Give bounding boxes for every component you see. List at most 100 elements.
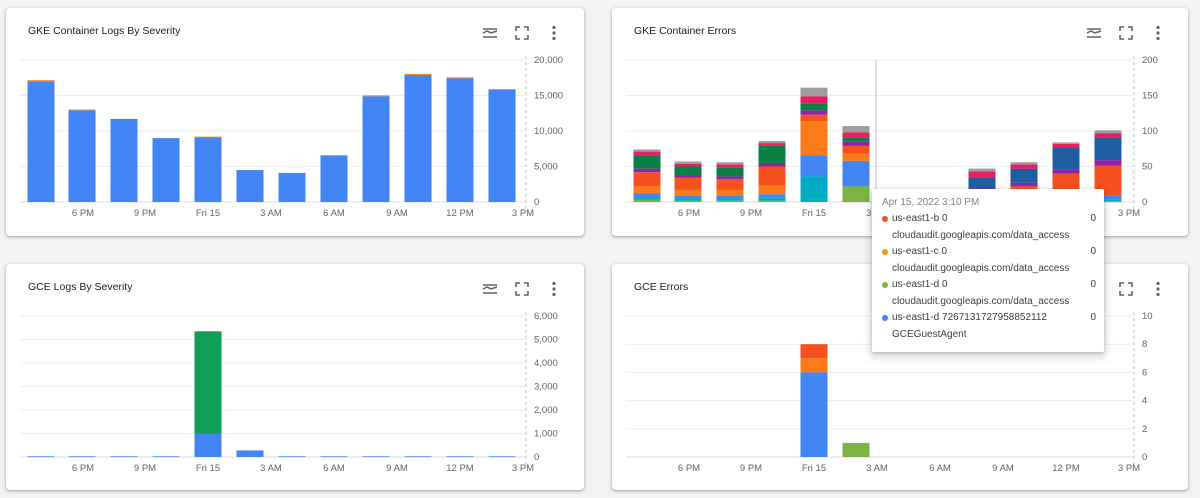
- bar-segment[interactable]: [1052, 148, 1080, 170]
- bar-segment[interactable]: [27, 456, 55, 458]
- bar-segment[interactable]: [716, 164, 744, 168]
- bar-segment[interactable]: [446, 78, 474, 202]
- bar-segment[interactable]: [716, 200, 744, 202]
- bar-segment[interactable]: [842, 442, 870, 457]
- bar-segment[interactable]: [968, 168, 996, 172]
- bar-segment[interactable]: [758, 143, 786, 146]
- more-options-button[interactable]: [1142, 278, 1174, 300]
- bar-segment[interactable]: [488, 456, 516, 458]
- bar-segment[interactable]: [236, 450, 264, 457]
- bar-segment[interactable]: [716, 179, 744, 190]
- more-options-button[interactable]: [1142, 22, 1174, 44]
- bar-segment[interactable]: [758, 200, 786, 202]
- bar-segment[interactable]: [110, 456, 138, 458]
- bar-segment[interactable]: [800, 155, 828, 177]
- bar-segment[interactable]: [1094, 201, 1122, 203]
- bar-segment[interactable]: [194, 136, 222, 138]
- bar-segment[interactable]: [842, 160, 870, 187]
- bar-segment[interactable]: [800, 176, 828, 202]
- bar-segment[interactable]: [674, 161, 702, 164]
- bar-segment[interactable]: [800, 103, 828, 111]
- bar-segment[interactable]: [633, 197, 661, 200]
- bar-segment[interactable]: [842, 186, 870, 202]
- fullscreen-button[interactable]: [506, 22, 538, 44]
- bar-segment[interactable]: [1052, 169, 1080, 174]
- legend-toggle-button[interactable]: [1078, 22, 1110, 44]
- bar-segment[interactable]: [404, 456, 432, 458]
- bar-segment[interactable]: [110, 118, 138, 202]
- bar-segment[interactable]: [758, 166, 786, 186]
- bar-segment[interactable]: [716, 162, 744, 165]
- bar-segment[interactable]: [68, 109, 96, 111]
- bar-segment[interactable]: [633, 172, 661, 187]
- bar-segment[interactable]: [758, 162, 786, 167]
- bar-segment[interactable]: [674, 166, 702, 176]
- bar-segment[interactable]: [1010, 168, 1038, 183]
- bar-segment[interactable]: [633, 168, 661, 173]
- bar-segment[interactable]: [842, 137, 870, 142]
- legend-toggle-button[interactable]: [474, 278, 506, 300]
- bar-segment[interactable]: [27, 81, 55, 202]
- bar-segment[interactable]: [1094, 199, 1122, 202]
- bar-segment[interactable]: [152, 138, 180, 202]
- bar-segment[interactable]: [1094, 160, 1122, 166]
- bar-segment[interactable]: [362, 95, 390, 97]
- bar-segment[interactable]: [1010, 164, 1038, 169]
- bar-segment[interactable]: [842, 145, 870, 154]
- bar-segment[interactable]: [320, 155, 348, 202]
- bar-segment[interactable]: [800, 358, 828, 373]
- bar-segment[interactable]: [716, 167, 744, 177]
- bar-segment[interactable]: [194, 137, 222, 202]
- bar-segment[interactable]: [633, 151, 661, 156]
- bar-segment[interactable]: [446, 456, 474, 458]
- bar-segment[interactable]: [968, 171, 996, 178]
- bar-segment[interactable]: [842, 132, 870, 138]
- bar-segment[interactable]: [800, 87, 828, 97]
- bar-segment[interactable]: [674, 177, 702, 190]
- fullscreen-button[interactable]: [506, 278, 538, 300]
- bar-segment[interactable]: [716, 195, 744, 199]
- bar-segment[interactable]: [1052, 143, 1080, 149]
- bar-segment[interactable]: [68, 110, 96, 202]
- bar-segment[interactable]: [362, 96, 390, 202]
- bar-segment[interactable]: [758, 185, 786, 195]
- bar-segment[interactable]: [1094, 195, 1122, 200]
- bar-segment[interactable]: [633, 186, 661, 194]
- bar-segment[interactable]: [1010, 182, 1038, 187]
- more-options-button[interactable]: [538, 278, 570, 300]
- bar-segment[interactable]: [68, 456, 96, 458]
- bar-segment[interactable]: [842, 126, 870, 133]
- bar-segment[interactable]: [320, 456, 348, 458]
- more-options-button[interactable]: [538, 22, 570, 44]
- bar-segment[interactable]: [674, 189, 702, 196]
- bar-segment[interactable]: [842, 153, 870, 161]
- bar-segment[interactable]: [488, 89, 516, 90]
- bar-segment[interactable]: [674, 163, 702, 167]
- bar-segment[interactable]: [758, 194, 786, 198]
- bar-segment[interactable]: [633, 155, 661, 169]
- bar-segment[interactable]: [1010, 162, 1038, 165]
- legend-toggle-button[interactable]: [474, 22, 506, 44]
- bar-segment[interactable]: [674, 200, 702, 202]
- bar-segment[interactable]: [633, 149, 661, 152]
- bar-segment[interactable]: [1094, 133, 1122, 138]
- bar-segment[interactable]: [968, 177, 996, 189]
- bar-segment[interactable]: [1052, 142, 1080, 144]
- bar-segment[interactable]: [800, 114, 828, 122]
- bar-segment[interactable]: [800, 121, 828, 156]
- bar-segment[interactable]: [27, 80, 55, 82]
- bar-segment[interactable]: [633, 199, 661, 202]
- bar-segment[interactable]: [674, 198, 702, 201]
- bar-segment[interactable]: [758, 145, 786, 163]
- bar-segment[interactable]: [362, 456, 390, 458]
- bar-segment[interactable]: [758, 140, 786, 144]
- bar-segment[interactable]: [842, 141, 870, 146]
- fullscreen-button[interactable]: [1110, 22, 1142, 44]
- bar-segment[interactable]: [716, 189, 744, 196]
- bar-segment[interactable]: [1094, 130, 1122, 134]
- bar-segment[interactable]: [404, 73, 432, 75]
- fullscreen-button[interactable]: [1110, 278, 1142, 300]
- bar-segment[interactable]: [800, 110, 828, 115]
- bar-segment[interactable]: [446, 77, 474, 79]
- bar-segment[interactable]: [278, 172, 306, 202]
